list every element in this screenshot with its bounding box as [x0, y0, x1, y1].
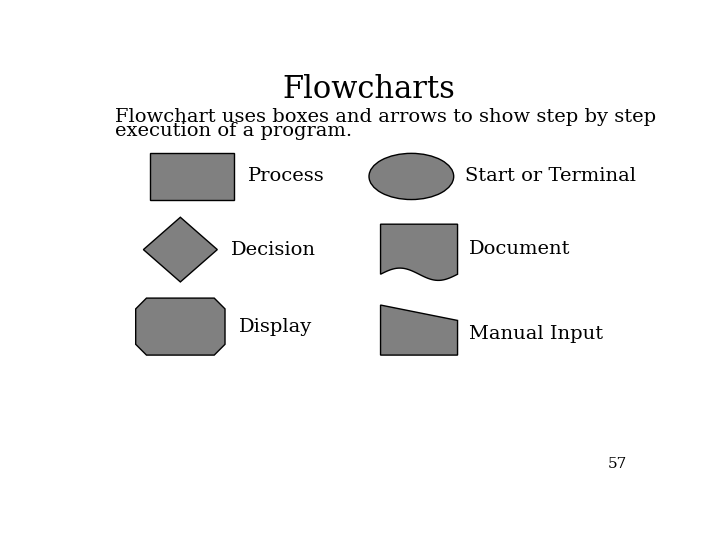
Text: Flowchart uses boxes and arrows to show step by step: Flowchart uses boxes and arrows to show …	[115, 108, 656, 126]
Polygon shape	[381, 305, 457, 355]
Polygon shape	[381, 224, 457, 280]
Polygon shape	[143, 217, 217, 282]
Text: Manual Input: Manual Input	[469, 325, 603, 343]
Text: execution of a program.: execution of a program.	[115, 122, 352, 140]
Text: 57: 57	[608, 457, 627, 471]
Ellipse shape	[369, 153, 454, 200]
Text: Flowcharts: Flowcharts	[282, 74, 456, 105]
Text: Start or Terminal: Start or Terminal	[465, 167, 636, 185]
Bar	[150, 153, 234, 200]
Polygon shape	[135, 298, 225, 355]
Text: Document: Document	[469, 240, 571, 258]
Text: Process: Process	[248, 167, 325, 185]
Text: Display: Display	[239, 318, 312, 335]
Text: Decision: Decision	[231, 241, 316, 259]
